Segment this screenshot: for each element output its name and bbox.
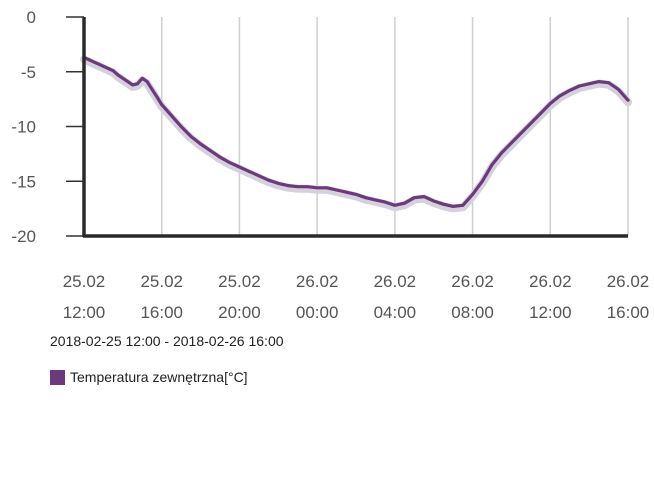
y-tick-label: -20 [11, 227, 36, 246]
data-point [238, 165, 241, 169]
x-tick-label-date: 26.02 [374, 272, 417, 291]
x-tick-label-time: 16:00 [607, 303, 650, 322]
data-point [276, 182, 280, 185]
x-tick-label-time: 16:00 [140, 303, 183, 322]
data-point [199, 142, 203, 146]
data-point [140, 76, 144, 80]
data-point [539, 112, 542, 115]
x-tick-label-time: 08:00 [451, 303, 494, 322]
data-point [422, 195, 426, 199]
data-point [529, 121, 533, 125]
x-axis-ticks: 25.02 12:00 25.02 16:00 25.02 20:00 26.02 00:00… [63, 272, 650, 322]
data-point [364, 196, 368, 200]
y-tick-label: 0 [27, 8, 36, 27]
data-point [126, 80, 130, 83]
x-tick-label-date: 25.02 [218, 272, 261, 291]
data-point [106, 67, 110, 70]
y-tick-label: -15 [11, 172, 36, 191]
data-point [471, 193, 474, 196]
data-point [92, 60, 96, 64]
axes [82, 17, 628, 238]
legend-label: Temperatura zewnętrzna[°C] [70, 369, 248, 385]
data-point [116, 73, 120, 77]
data-point [597, 80, 601, 83]
data-point [325, 186, 329, 190]
data-point [286, 184, 290, 188]
data-point [490, 163, 494, 167]
data-point [412, 196, 416, 200]
y-axis-ticks: 0 -5 -10 -15 -20 [11, 8, 84, 246]
data-point [145, 80, 149, 83]
data-point [218, 155, 222, 159]
x-tick-label-date: 26.02 [529, 272, 572, 291]
data-point [558, 94, 562, 98]
x-tick-label-date: 25.02 [140, 272, 183, 291]
data-point [500, 151, 504, 155]
data-point [607, 81, 610, 85]
data-point [578, 84, 581, 88]
data-point [451, 205, 455, 208]
data-point [432, 199, 436, 203]
data-point [131, 83, 135, 87]
legend[interactable]: Temperatura zewnętrzna[°C] [50, 369, 248, 385]
data-point [102, 64, 105, 68]
series-line [82, 55, 630, 208]
data-point [568, 89, 572, 92]
data-point [170, 114, 173, 117]
data-point [136, 82, 139, 86]
x-tick-label-time: 20:00 [218, 303, 261, 322]
data-point [160, 103, 164, 106]
data-point [97, 62, 100, 66]
data-point [150, 87, 154, 91]
data-point [306, 185, 309, 189]
data-point [616, 87, 620, 91]
data-point [587, 82, 591, 86]
x-tick-label-time: 12:00 [63, 303, 106, 322]
data-point [228, 161, 232, 165]
data-point [344, 190, 348, 194]
data-point [247, 170, 251, 173]
data-point [267, 178, 270, 182]
data-point [548, 102, 552, 105]
x-tick-label-date: 26.02 [296, 272, 339, 291]
data-point [296, 185, 300, 189]
data-point [111, 69, 115, 73]
data-point [315, 186, 319, 190]
data-point [189, 135, 193, 138]
data-point [383, 200, 387, 204]
x-tick-label-date: 26.02 [451, 272, 494, 291]
data-point [393, 203, 397, 207]
data-point [121, 76, 125, 80]
x-tick-label-date: 26.02 [607, 272, 650, 291]
data-point [442, 202, 445, 206]
x-tick-label-time: 00:00 [296, 303, 339, 322]
data-point [519, 131, 523, 135]
grid-lines [160, 17, 629, 236]
data-point [480, 179, 484, 183]
data-point [354, 193, 358, 196]
date-range-label: 2018-02-25 12:00 - 2018-02-26 16:00 [50, 333, 284, 349]
x-tick-label-time: 12:00 [529, 303, 572, 322]
data-point [335, 188, 338, 192]
data-point [179, 125, 183, 128]
data-point [374, 198, 377, 202]
data-point [403, 201, 406, 205]
series-layer [80, 55, 632, 213]
x-tick-label-date: 25.02 [63, 272, 106, 291]
x-tick-label-time: 04:00 [374, 303, 417, 322]
data-point [208, 149, 212, 153]
y-tick-label: -5 [21, 63, 36, 82]
data-point [87, 58, 91, 62]
data-point [155, 95, 159, 99]
data-point [461, 203, 465, 207]
series-line-shadow [80, 55, 632, 213]
y-tick-label: -10 [11, 118, 36, 137]
data-point [510, 141, 513, 145]
legend-swatch [50, 369, 65, 385]
data-point [626, 98, 630, 102]
data-point [257, 174, 261, 178]
